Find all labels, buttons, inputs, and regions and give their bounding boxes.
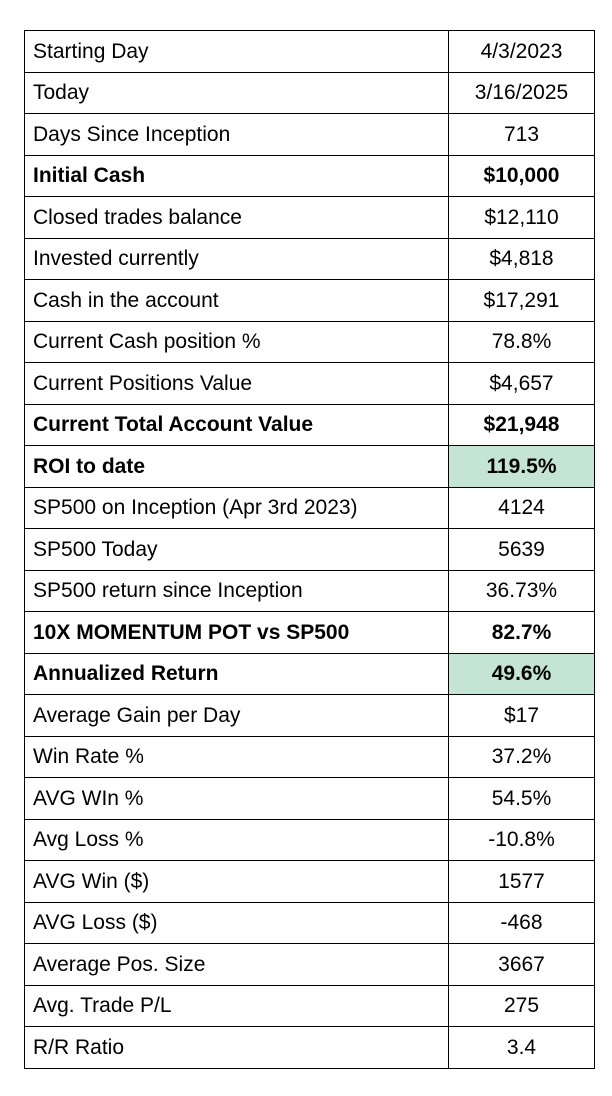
row-value: $10,000 [448,154,595,197]
table-row: SP500 on Inception (Apr 3rd 2023) 4124 [24,486,595,529]
row-value: -10.8% [448,818,595,861]
stats-table-body: Starting Day 4/3/2023 Today 3/16/2025 Days S… [24,30,595,1069]
row-label: Average Gain per Day [24,694,449,737]
table-row: AVG Loss ($) -468 [24,901,595,944]
row-value: $4,657 [448,362,595,405]
table-row: AVG Win ($) 1577 [24,860,595,903]
row-label: Average Pos. Size [24,943,449,986]
row-value: 82.7% [448,611,595,654]
table-row: AVG WIn % 54.5% [24,777,595,820]
row-value: 49.6% [448,652,595,695]
row-label: Today [24,71,449,114]
table-row: Avg. Trade P/L 275 [24,984,595,1027]
row-value: $17,291 [448,279,595,322]
table-row: SP500 return since Inception 36.73% [24,569,595,612]
row-label: Current Positions Value [24,362,449,405]
table-row: ROI to date 119.5% [24,445,595,488]
row-value: 36.73% [448,569,595,612]
table-row: R/R Ratio 3.4 [24,1026,595,1069]
row-label: Current Total Account Value [24,403,449,446]
row-value: $12,110 [448,196,595,239]
table-row: Initial Cash $10,000 [24,154,595,197]
row-label: AVG Loss ($) [24,901,449,944]
row-value: 713 [448,113,595,156]
table-row: Average Gain per Day $17 [24,694,595,737]
row-value: 275 [448,984,595,1027]
row-label: Closed trades balance [24,196,449,239]
row-value: 3667 [448,943,595,986]
row-label: R/R Ratio [24,1026,449,1069]
row-label: Current Cash position % [24,320,449,363]
row-value: 78.8% [448,320,595,363]
row-label: Annualized Return [24,652,449,695]
row-label: Days Since Inception [24,113,449,156]
table-row: Today 3/16/2025 [24,71,595,114]
row-value: 5639 [448,528,595,571]
row-label: Invested currently [24,237,449,280]
row-label: Initial Cash [24,154,449,197]
row-value: 4124 [448,486,595,529]
row-label: Cash in the account [24,279,449,322]
row-value: 3.4 [448,1026,595,1069]
row-value: 37.2% [448,735,595,778]
row-label: AVG Win ($) [24,860,449,903]
table-row: Average Pos. Size 3667 [24,943,595,986]
table-row: Starting Day 4/3/2023 [24,30,595,73]
table-row: Days Since Inception 713 [24,113,595,156]
table-row: Cash in the account $17,291 [24,279,595,322]
row-value: 54.5% [448,777,595,820]
row-value: 119.5% [448,445,595,488]
table-row: 10X MOMENTUM POT vs SP500 82.7% [24,611,595,654]
row-label: SP500 on Inception (Apr 3rd 2023) [24,486,449,529]
table-row: Closed trades balance $12,110 [24,196,595,239]
table-row: Annualized Return 49.6% [24,652,595,695]
row-value: $21,948 [448,403,595,446]
row-value: $17 [448,694,595,737]
row-value: 4/3/2023 [448,30,595,73]
row-label: ROI to date [24,445,449,488]
row-label: AVG WIn % [24,777,449,820]
table-row: Current Total Account Value $21,948 [24,403,595,446]
table-row: Current Cash position % 78.8% [24,320,595,363]
table-row: Avg Loss % -10.8% [24,818,595,861]
row-label: SP500 return since Inception [24,569,449,612]
row-value: -468 [448,901,595,944]
row-value: 1577 [448,860,595,903]
row-label: SP500 Today [24,528,449,571]
row-label: Starting Day [24,30,449,73]
row-label: Win Rate % [24,735,449,778]
row-value: 3/16/2025 [448,71,595,114]
row-label: Avg. Trade P/L [24,984,449,1027]
table-row: Win Rate % 37.2% [24,735,595,778]
row-label: 10X MOMENTUM POT vs SP500 [24,611,449,654]
row-value: $4,818 [448,237,595,280]
table-row: Current Positions Value $4,657 [24,362,595,405]
stats-table: Starting Day 4/3/2023 Today 3/16/2025 Days S… [24,30,595,1069]
table-row: SP500 Today 5639 [24,528,595,571]
table-row: Invested currently $4,818 [24,237,595,280]
row-label: Avg Loss % [24,818,449,861]
